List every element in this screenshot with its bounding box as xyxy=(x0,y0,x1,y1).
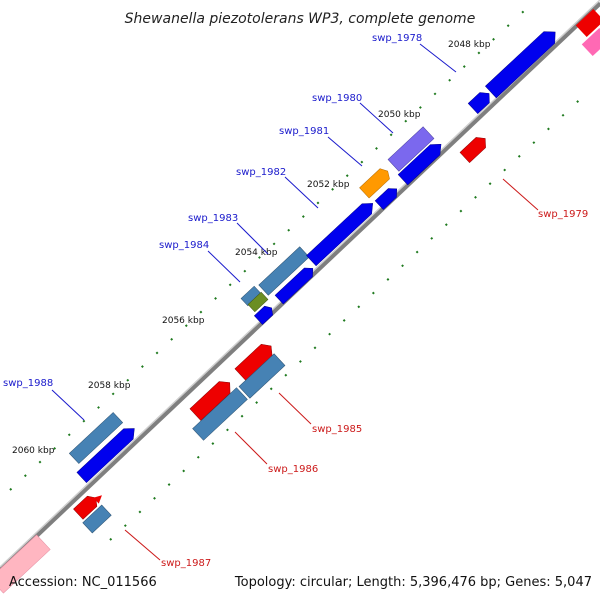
tick-label-2054: 2054 kbp xyxy=(235,248,278,258)
label-leaders xyxy=(51,43,539,561)
leader-swp-1986 xyxy=(234,431,268,465)
gene-red-edge[interactable] xyxy=(575,8,600,38)
label-swp-1979[interactable]: swp_1979 xyxy=(538,209,588,220)
tick-label-2056: 2056 kbp xyxy=(162,316,205,326)
label-swp-1983[interactable]: swp_1983 xyxy=(188,213,238,224)
gene-red-1979[interactable] xyxy=(459,133,490,164)
leader-swp-1984 xyxy=(207,250,241,283)
gene-swp-1986[interactable] xyxy=(192,387,248,441)
label-swp-1987[interactable]: swp_1987 xyxy=(161,558,211,569)
leader-swp-1981 xyxy=(327,136,363,167)
gene-blue-1981[interactable] xyxy=(374,184,401,210)
gene-blue-1982[interactable] xyxy=(306,198,378,267)
gene-swp-1980[interactable] xyxy=(387,126,435,172)
genes-outer-strand xyxy=(68,126,435,464)
label-swp-1980[interactable]: swp_1980 xyxy=(312,93,362,104)
leader-swp-1987 xyxy=(124,529,161,561)
label-swp-1978[interactable]: swp_1978 xyxy=(372,33,422,44)
label-swp-1984[interactable]: swp_1984 xyxy=(159,240,209,251)
leader-swp-1982 xyxy=(284,176,319,209)
tick-label-2058: 2058 kbp xyxy=(88,381,131,391)
gene-pink-edge[interactable] xyxy=(581,27,600,57)
accession-text: Accession: NC_011566 xyxy=(9,575,157,590)
gene-blue-1978-small[interactable] xyxy=(467,88,494,114)
tick-label-2052: 2052 kbp xyxy=(307,180,350,190)
gene-swp-1984-b[interactable] xyxy=(247,291,269,313)
gene-blue-1984[interactable] xyxy=(253,303,275,325)
topology-text: Topology: circular; Length: 5,396,476 bp… xyxy=(234,575,592,590)
gene-light-pink[interactable] xyxy=(0,534,51,594)
leader-swp-1978 xyxy=(419,43,457,73)
tick-label-2060: 2060 kbp xyxy=(12,446,55,456)
leader-swp-1979 xyxy=(502,178,539,211)
gene-swp-1985[interactable] xyxy=(238,353,286,399)
genes-lower-strand xyxy=(0,8,600,594)
gene-swp-1982[interactable] xyxy=(359,166,393,199)
gene-swp-1983[interactable] xyxy=(258,246,310,296)
gene-swp-1987[interactable] xyxy=(82,504,112,534)
gene-red-1985-b[interactable] xyxy=(234,340,277,381)
gene-blue-1978[interactable] xyxy=(485,26,560,99)
leader-swp-1983 xyxy=(236,222,269,255)
label-swp-1982[interactable]: swp_1982 xyxy=(236,167,286,178)
inner-guide-upper xyxy=(109,89,591,541)
gene-blue-1980[interactable] xyxy=(397,139,446,186)
gene-red-1985-a[interactable] xyxy=(189,377,235,421)
gene-swp-1988[interactable] xyxy=(68,412,124,464)
label-swp-1986[interactable]: swp_1986 xyxy=(268,464,318,475)
gene-labels: swp_1978 swp_1980 swp_1981 swp_1982 swp_… xyxy=(3,33,588,569)
tick-label-2050: 2050 kbp xyxy=(378,110,421,120)
label-swp-1988[interactable]: swp_1988 xyxy=(3,378,53,389)
gene-blue-1988[interactable] xyxy=(76,423,139,484)
leader-swp-1988 xyxy=(51,389,85,421)
tick-label-2048: 2048 kbp xyxy=(448,40,491,50)
gene-red-small[interactable] xyxy=(93,492,104,504)
label-swp-1981[interactable]: swp_1981 xyxy=(279,126,329,137)
label-swp-1985[interactable]: swp_1985 xyxy=(312,424,362,435)
leader-swp-1980 xyxy=(359,102,394,134)
leader-swp-1985 xyxy=(278,392,312,425)
gene-red-1987[interactable] xyxy=(73,493,100,520)
gene-blue-1983[interactable] xyxy=(274,264,317,305)
genes-upper-blue xyxy=(76,26,560,484)
tick-labels: 2048 kbp 2050 kbp 2052 kbp 2054 kbp 2056… xyxy=(12,40,491,456)
map-title: Shewanella piezotolerans WP3, complete g… xyxy=(125,11,476,27)
